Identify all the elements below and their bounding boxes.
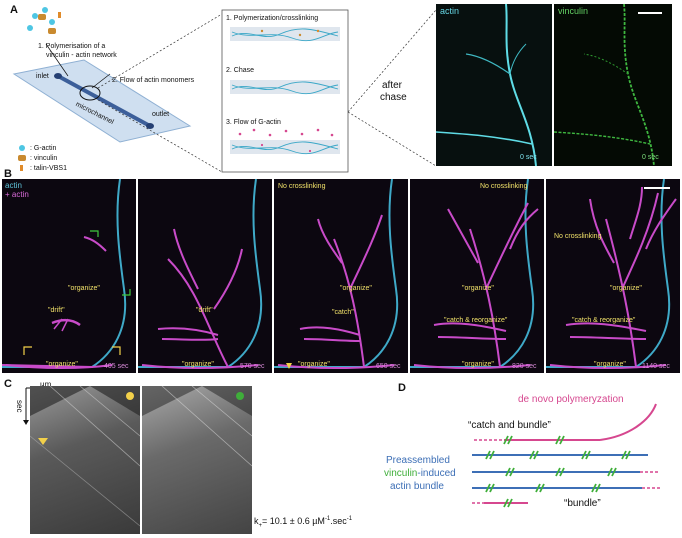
- rate-equation: = 10.1 ± 0.6 µM: [262, 516, 325, 526]
- vinculin-image: vinculin 0 sec: [554, 4, 672, 166]
- frame-time: 405 sec: [104, 363, 129, 370]
- frame-650: No crosslinking "organize" "catch" "orga…: [274, 179, 408, 373]
- frame-570: "drift" "organize" 570 sec: [138, 179, 272, 373]
- step2-text: 2. Flow of actin monomers: [112, 77, 195, 84]
- box-step2: 2. Chase: [226, 67, 255, 74]
- rate-superscript-2: -1: [346, 516, 353, 522]
- legend-plus-actin: + actin: [5, 190, 29, 199]
- after-label: after: [382, 80, 403, 91]
- label-organize: "organize": [68, 285, 100, 292]
- frame-405: actin + actin "organize" "drift" "organi…: [2, 179, 136, 373]
- legend-actin: actin: [5, 181, 22, 190]
- frame-time: 650 sec: [376, 363, 401, 370]
- catch-bundle-label: “catch and bundle”: [468, 420, 551, 431]
- label-organize-bottom: "organize": [46, 361, 78, 368]
- rate-symbol: k: [254, 516, 259, 526]
- header-no-crosslinking: No crosslinking: [278, 183, 326, 190]
- actin-time: 0 sec: [520, 154, 537, 161]
- rate-superscript-1: -1: [324, 516, 331, 522]
- actin-bundle-label: actin bundle: [390, 481, 444, 492]
- de-novo-label: de novo polymeryzation: [518, 394, 624, 405]
- frame-820: No crosslinking "organize" "catch & reor…: [410, 179, 544, 373]
- inlet-label: inlet: [36, 73, 49, 80]
- label-organize: "organize": [610, 285, 642, 292]
- panel-label-c: C: [4, 378, 12, 390]
- actin-image: actin 0 sec: [436, 4, 552, 166]
- induced-word: -induced: [417, 468, 456, 479]
- label-catch-reorganize: "catch & reorganize": [572, 317, 636, 324]
- label-catch-reorganize: "catch & reorganize": [444, 317, 508, 324]
- header-no-crosslinking: No crosslinking: [554, 233, 602, 240]
- label-organize-bottom: "organize": [298, 361, 330, 368]
- panel-label-a: A: [10, 4, 18, 16]
- vinculin-time: 0 sec: [642, 154, 659, 161]
- legend-gactin: : G-actin: [30, 145, 57, 152]
- header-no-crosslinking: No crosslinking: [480, 183, 528, 190]
- x-axis-label: µm: [40, 380, 52, 389]
- label-organize: "organize": [340, 285, 372, 292]
- label-drift: "drift": [196, 307, 213, 314]
- step1-text: 1. Polymerisation of a: [38, 43, 106, 50]
- label-organize-bottom: "organize": [462, 361, 494, 368]
- rate-subscript: +: [258, 522, 263, 529]
- kymograph-vinculin: [142, 386, 252, 534]
- preassembled-label: Preassembled: [386, 455, 450, 466]
- box-step1: 1. Polymerization/crosslinking: [226, 15, 319, 22]
- label-drift: "drift": [48, 307, 65, 314]
- panel-label-b: B: [4, 168, 12, 180]
- frame-time: 1140 sec: [642, 363, 670, 370]
- legend-talin: : talin-VBS1: [30, 165, 67, 172]
- bundle-label: “bundle”: [564, 498, 601, 509]
- box-step3: 3. Flow of G-actin: [226, 119, 281, 126]
- vinculin-induced-label: vinculin-induced: [384, 468, 456, 479]
- step1b-text: vinculin - actin network: [46, 52, 117, 59]
- label-organize-bottom: "organize": [182, 361, 214, 368]
- outlet-label: outlet: [152, 111, 170, 118]
- scale-bar-b: [644, 187, 670, 189]
- vinculin-word: vinculin: [384, 468, 418, 479]
- label-catch: "catch": [332, 309, 354, 316]
- actin-channel-label: actin: [440, 6, 460, 16]
- rate-constant: k+= 10.1 ± 0.6 µM-1.sec-1: [254, 516, 352, 529]
- vinculin-channel-label: vinculin: [558, 6, 589, 16]
- frame-1140: No crosslinking "organize" "catch & reor…: [546, 179, 680, 373]
- panel-label-d: D: [398, 382, 406, 394]
- label-organize-bottom: "organize": [594, 361, 626, 368]
- kymograph-actin: [30, 386, 140, 534]
- scale-bar-a: [638, 12, 662, 14]
- legend-vinculin: : vinculin: [30, 155, 58, 162]
- frame-time: 820 sec: [512, 363, 537, 370]
- frame-time: 570 sec: [240, 363, 265, 370]
- rate-unit: .sec: [330, 516, 347, 526]
- chase-label: chase: [380, 92, 407, 103]
- label-organize: "organize": [462, 285, 494, 292]
